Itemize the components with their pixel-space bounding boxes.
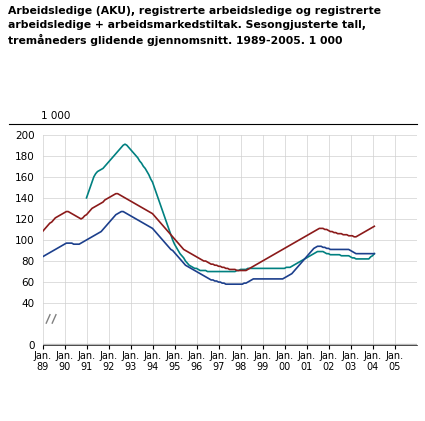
Registrerte arbeidsledige + tiltak — [190, 265, 196, 270]
Bar — [42, 344, 416, 345]
Registrerte arbeidsledige + tiltak — [205, 269, 210, 274]
Arbeidsledige (AKU) — [40, 229, 45, 234]
Line: Arbeidsledige (AKU): Arbeidsledige (AKU) — [42, 194, 374, 271]
Line: Registrerte arbeidsledige: Registrerte arbeidsledige — [42, 212, 374, 284]
Registrerte arbeidsledige — [207, 277, 212, 282]
Registrerte arbeidsledige — [209, 277, 214, 282]
Arbeidsledige (AKU) — [152, 213, 157, 218]
Registrerte arbeidsledige + tiltak — [207, 269, 212, 274]
Registrerte arbeidsledige — [223, 282, 228, 287]
Registrerte arbeidsledige + tiltak — [252, 266, 258, 271]
Arbeidsledige (AKU) — [207, 261, 212, 266]
Arbeidsledige (AKU) — [256, 261, 261, 266]
Text: 1 000: 1 000 — [41, 111, 70, 121]
Registrerte arbeidsledige — [256, 277, 261, 282]
Registrerte arbeidsledige — [152, 228, 157, 233]
Arbeidsledige (AKU) — [234, 268, 239, 273]
Arbeidsledige (AKU) — [176, 241, 181, 246]
Registrerte arbeidsledige + tiltak — [150, 180, 155, 185]
Registrerte arbeidsledige — [40, 254, 45, 259]
Registrerte arbeidsledige — [372, 251, 377, 256]
Arbeidsledige (AKU) — [372, 224, 377, 229]
Registrerte arbeidsledige + tiltak — [174, 245, 179, 250]
Registrerte arbeidsledige — [176, 254, 181, 259]
Arbeidsledige (AKU) — [192, 253, 197, 258]
Registrerte arbeidsledige + tiltak — [372, 251, 377, 256]
Text: Arbeidsledige (AKU), registrerte arbeidsledige og registrerte
arbeidsledige + ar: Arbeidsledige (AKU), registrerte arbeids… — [8, 6, 382, 45]
Arbeidsledige (AKU) — [113, 191, 119, 196]
Arbeidsledige (AKU) — [209, 261, 214, 267]
Line: Registrerte arbeidsledige + tiltak: Registrerte arbeidsledige + tiltak — [87, 144, 374, 272]
Registrerte arbeidsledige — [119, 209, 124, 214]
Registrerte arbeidsledige — [192, 268, 197, 273]
